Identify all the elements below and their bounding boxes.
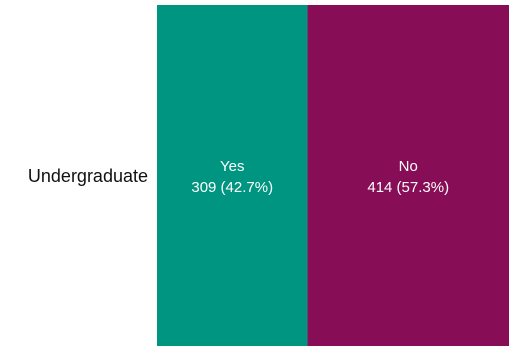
bar-segments xyxy=(157,5,509,346)
row-label-undergraduate: Undergraduate xyxy=(28,166,148,186)
segment-name-label-yes: Yes xyxy=(220,158,244,175)
segment-value-label-no: 414 (57.3%) xyxy=(367,179,449,196)
bar-labels: Yes 309 (42.7%) No 414 (57.3%) xyxy=(191,158,449,196)
bar-segment-yes xyxy=(157,5,308,346)
bar-segment-no xyxy=(307,5,509,346)
segment-value-label-yes: 309 (42.7%) xyxy=(191,179,273,196)
segment-name-label-no: No xyxy=(399,158,418,175)
